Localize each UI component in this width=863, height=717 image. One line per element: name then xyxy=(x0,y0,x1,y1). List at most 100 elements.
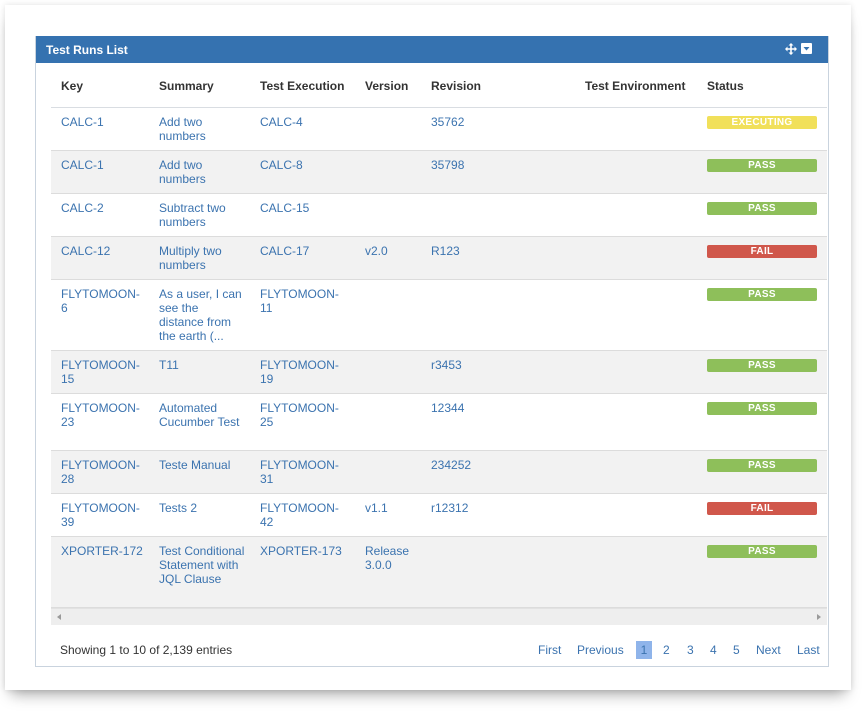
status-badge: PASS xyxy=(707,288,817,301)
column-header-status[interactable]: Status xyxy=(697,64,827,108)
status-badge: PASS xyxy=(707,402,817,415)
row-version-link[interactable] xyxy=(355,107,421,151)
scroll-left-icon[interactable] xyxy=(57,614,61,620)
row-test-environment xyxy=(575,350,697,394)
pagination-page-3[interactable]: 3 xyxy=(687,643,694,657)
row-version-link[interactable] xyxy=(355,450,421,494)
row-test-execution-link[interactable]: FLYTOMOON-11 xyxy=(250,279,355,351)
row-test-execution-link[interactable]: XPORTER-173 xyxy=(250,536,355,608)
pagination-page-4[interactable]: 4 xyxy=(710,643,717,657)
row-key-link[interactable]: CALC-2 xyxy=(51,193,149,237)
column-header-key[interactable]: Key xyxy=(51,64,149,108)
panel-header: Test Runs List xyxy=(36,36,828,63)
row-status-cell: PASS xyxy=(697,393,827,451)
row-key-link[interactable]: FLYTOMOON-39 xyxy=(51,493,149,537)
row-test-execution-link[interactable]: FLYTOMOON-19 xyxy=(250,350,355,394)
row-test-environment xyxy=(575,150,697,194)
row-key-link[interactable]: FLYTOMOON-23 xyxy=(51,393,149,451)
row-version-link[interactable] xyxy=(355,279,421,351)
pagination-previous[interactable]: Previous xyxy=(577,643,624,657)
pagination-first[interactable]: First xyxy=(538,643,562,657)
row-test-environment xyxy=(575,450,697,494)
row-revision: 35798 xyxy=(421,150,575,194)
status-badge: PASS xyxy=(707,159,817,172)
column-header-test-environment[interactable]: Test Environment xyxy=(575,64,697,108)
row-test-environment xyxy=(575,393,697,451)
row-version-link[interactable]: v1.1 xyxy=(355,493,421,537)
screenshot-frame: Test Runs List Key Summary xyxy=(5,5,851,690)
status-badge: FAIL xyxy=(707,245,817,258)
row-key-link[interactable]: FLYTOMOON-6 xyxy=(51,279,149,351)
row-summary-link[interactable]: Add two numbers xyxy=(149,150,250,194)
pagination-next[interactable]: Next xyxy=(756,643,781,657)
horizontal-scrollbar[interactable] xyxy=(51,608,827,625)
table-header-row: Key Summary Test Execution Version Revis… xyxy=(51,64,827,108)
row-summary-link[interactable]: Tests 2 xyxy=(149,493,250,537)
row-status-cell: PASS xyxy=(697,150,827,194)
status-badge: EXECUTING xyxy=(707,116,817,129)
row-summary-link[interactable]: Add two numbers xyxy=(149,107,250,151)
status-badge: PASS xyxy=(707,459,817,472)
chevron-down-icon xyxy=(803,47,810,51)
entries-info: Showing 1 to 10 of 2,139 entries xyxy=(60,643,233,657)
row-revision: 35762 xyxy=(421,107,575,151)
row-revision: R123 xyxy=(421,236,575,280)
row-summary-link[interactable]: Subtract two numbers xyxy=(149,193,250,237)
row-status-cell: PASS xyxy=(697,279,827,351)
panel-title: Test Runs List xyxy=(46,43,128,57)
row-key-link[interactable]: CALC-1 xyxy=(51,107,149,151)
row-version-link[interactable]: Release 3.0.0 xyxy=(355,536,421,608)
row-test-execution-link[interactable]: FLYTOMOON-31 xyxy=(250,450,355,494)
pagination-last[interactable]: Last xyxy=(797,643,820,657)
row-test-environment xyxy=(575,279,697,351)
scroll-right-icon[interactable] xyxy=(817,614,821,620)
pagination-page-2[interactable]: 2 xyxy=(663,643,670,657)
row-version-link[interactable] xyxy=(355,393,421,451)
row-test-execution-link[interactable]: FLYTOMOON-42 xyxy=(250,493,355,537)
row-summary-link[interactable]: Teste Manual xyxy=(149,450,250,494)
dropdown-menu-icon[interactable] xyxy=(801,43,812,54)
pagination-page-1[interactable]: 1 xyxy=(636,641,652,659)
row-summary-link[interactable]: T11 xyxy=(149,350,250,394)
table-row: FLYTOMOON-39 Tests 2 FLYTOMOON-42 v1.1 r1231… xyxy=(51,493,827,537)
row-key-link[interactable]: FLYTOMOON-28 xyxy=(51,450,149,494)
row-summary-link[interactable]: As a user, I can see the distance from t… xyxy=(149,279,250,351)
row-status-cell: PASS xyxy=(697,450,827,494)
row-summary-link[interactable]: Multiply two numbers xyxy=(149,236,250,280)
column-header-revision[interactable]: Revision xyxy=(421,64,575,108)
table-row: FLYTOMOON-6 As a user, I can see the dist… xyxy=(51,279,827,351)
row-key-link[interactable]: CALC-1 xyxy=(51,150,149,194)
row-test-execution-link[interactable]: CALC-15 xyxy=(250,193,355,237)
row-version-link[interactable]: v2.0 xyxy=(355,236,421,280)
row-key-link[interactable]: XPORTER-172 xyxy=(51,536,149,608)
row-test-execution-link[interactable]: CALC-17 xyxy=(250,236,355,280)
column-header-version[interactable]: Version xyxy=(355,64,421,108)
row-revision xyxy=(421,536,575,608)
row-status-cell: PASS xyxy=(697,193,827,237)
row-test-execution-link[interactable]: CALC-4 xyxy=(250,107,355,151)
row-summary-link[interactable]: Automated Cucumber Test xyxy=(149,393,250,451)
row-status-cell: EXECUTING xyxy=(697,107,827,151)
row-test-execution-link[interactable]: CALC-8 xyxy=(250,150,355,194)
row-test-environment xyxy=(575,536,697,608)
column-header-test-execution[interactable]: Test Execution xyxy=(250,64,355,108)
pagination-page-5[interactable]: 5 xyxy=(733,643,740,657)
row-key-link[interactable]: FLYTOMOON-15 xyxy=(51,350,149,394)
test-runs-panel: Test Runs List Key Summary xyxy=(35,36,829,667)
move-icon[interactable] xyxy=(785,43,797,55)
row-test-execution-link[interactable]: FLYTOMOON-25 xyxy=(250,393,355,451)
table-row: CALC-1 Add two numbers CALC-8 35798 PASS xyxy=(51,150,827,194)
row-revision xyxy=(421,279,575,351)
row-version-link[interactable] xyxy=(355,150,421,194)
row-revision: r3453 xyxy=(421,350,575,394)
status-badge: FAIL xyxy=(707,502,817,515)
row-revision: 12344 xyxy=(421,393,575,451)
row-summary-link[interactable]: Test Conditional Statement with JQL Clau… xyxy=(149,536,250,608)
row-version-link[interactable] xyxy=(355,193,421,237)
row-version-link[interactable] xyxy=(355,350,421,394)
row-revision xyxy=(421,193,575,237)
row-key-link[interactable]: CALC-12 xyxy=(51,236,149,280)
row-status-cell: PASS xyxy=(697,350,827,394)
column-header-summary[interactable]: Summary xyxy=(149,64,250,108)
table-row: FLYTOMOON-23 Automated Cucumber Test FLYTO… xyxy=(51,393,827,451)
